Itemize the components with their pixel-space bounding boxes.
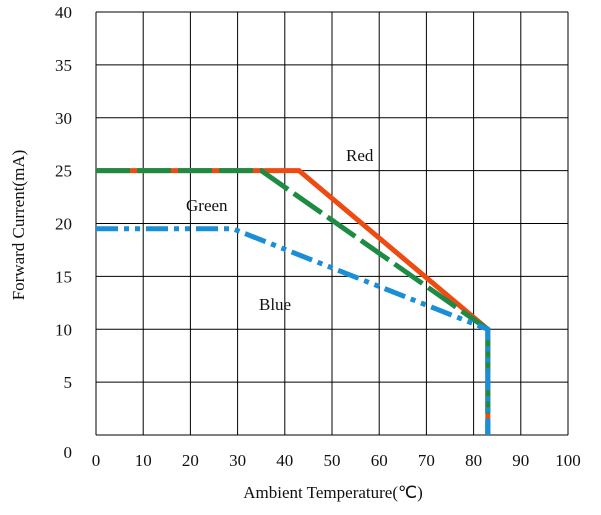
series-line-blue [96,226,491,435]
x-tick-label: 10 [135,451,152,470]
y-tick-label: 0 [64,443,73,462]
x-tick-label: 40 [276,451,293,470]
series-lines [96,168,491,435]
series-label-blue: Blue [259,295,291,314]
x-tick-label: 60 [371,451,388,470]
x-tick-labels: 0 10 20 30 40 50 60 70 80 90 100 [92,451,581,470]
x-tick-label: 90 [512,451,529,470]
x-tick-label: 70 [418,451,435,470]
series-line-green [96,168,491,435]
series-label-red: Red [346,146,374,165]
grid [95,11,569,436]
y-tick-label: 10 [55,320,72,339]
x-tick-label: 0 [92,451,101,470]
y-tick-label: 35 [55,56,72,75]
x-tick-label: 100 [555,451,581,470]
y-tick-label: 20 [55,215,72,234]
x-tick-label: 50 [324,451,341,470]
y-axis-title: Forward Current(mA) [9,150,28,301]
x-tick-label: 80 [465,451,482,470]
y-tick-label: 30 [55,109,72,128]
x-axis-title: Ambient Temperature(℃) [243,483,423,502]
y-tick-label: 15 [55,267,72,286]
x-tick-label: 20 [182,451,199,470]
y-tick-label: 25 [55,162,72,181]
y-tick-label: 40 [55,3,72,22]
x-tick-label: 30 [229,451,246,470]
series-label-green: Green [186,196,228,215]
y-tick-label: 5 [64,373,73,392]
y-tick-labels: 0 5 10 15 20 25 30 35 40 [55,3,72,462]
series-line-red [96,168,491,435]
